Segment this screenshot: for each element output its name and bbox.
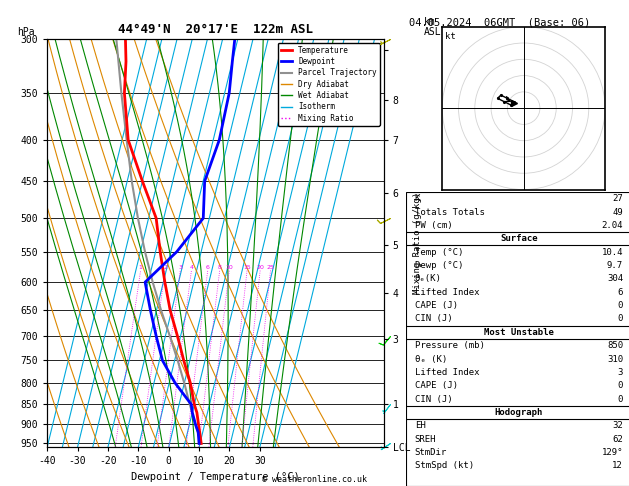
Text: 12: 12: [613, 461, 623, 470]
Title: 44°49'N  20°17'E  122m ASL: 44°49'N 20°17'E 122m ASL: [118, 23, 313, 36]
Text: θₑ(K): θₑ(K): [415, 274, 442, 283]
Text: Most Unstable: Most Unstable: [484, 328, 554, 337]
Text: Temp (°C): Temp (°C): [415, 247, 463, 257]
Text: 0: 0: [618, 314, 623, 324]
Text: CIN (J): CIN (J): [415, 314, 452, 324]
X-axis label: Dewpoint / Temperature (°C): Dewpoint / Temperature (°C): [131, 472, 300, 482]
Text: CAPE (J): CAPE (J): [415, 381, 458, 390]
Text: © weatheronline.co.uk: © weatheronline.co.uk: [262, 474, 367, 484]
Text: 9.7: 9.7: [607, 261, 623, 270]
Text: 3: 3: [618, 368, 623, 377]
Text: 0: 0: [618, 301, 623, 310]
Text: Pressure (mb): Pressure (mb): [415, 341, 484, 350]
Text: 10.4: 10.4: [601, 247, 623, 257]
Text: 10: 10: [225, 265, 233, 270]
Text: 49: 49: [613, 208, 623, 217]
Text: EH: EH: [415, 421, 425, 431]
Text: 25: 25: [267, 265, 274, 270]
Text: 04.05.2024  06GMT  (Base: 06): 04.05.2024 06GMT (Base: 06): [409, 17, 590, 27]
Text: StmSpd (kt): StmSpd (kt): [415, 461, 474, 470]
Text: hPa: hPa: [17, 27, 35, 37]
Text: Surface: Surface: [500, 234, 538, 243]
Text: 0: 0: [618, 395, 623, 404]
Text: 2: 2: [163, 265, 167, 270]
Text: 3: 3: [178, 265, 182, 270]
Y-axis label: Mixing Ratio (g/kg): Mixing Ratio (g/kg): [413, 192, 422, 294]
Text: Hodograph: Hodograph: [495, 408, 543, 417]
Text: 129°: 129°: [601, 448, 623, 457]
Text: 2.04: 2.04: [601, 221, 623, 230]
Text: 850: 850: [607, 341, 623, 350]
Text: SREH: SREH: [415, 434, 437, 444]
Text: 62: 62: [613, 434, 623, 444]
Text: 304: 304: [607, 274, 623, 283]
Text: 6: 6: [618, 288, 623, 297]
Text: CAPE (J): CAPE (J): [415, 301, 458, 310]
Text: 8: 8: [218, 265, 221, 270]
Text: km
ASL: km ASL: [424, 17, 442, 37]
Text: 0: 0: [618, 381, 623, 390]
Text: Lifted Index: Lifted Index: [415, 288, 479, 297]
Text: 20: 20: [256, 265, 264, 270]
Text: PW (cm): PW (cm): [415, 221, 452, 230]
Text: Dewp (°C): Dewp (°C): [415, 261, 463, 270]
Text: Lifted Index: Lifted Index: [415, 368, 479, 377]
Text: CIN (J): CIN (J): [415, 395, 452, 404]
Text: 1: 1: [138, 265, 143, 270]
Text: K: K: [415, 194, 420, 203]
Text: StmDir: StmDir: [415, 448, 447, 457]
Text: Totals Totals: Totals Totals: [415, 208, 484, 217]
Text: 6: 6: [206, 265, 209, 270]
Text: 27: 27: [613, 194, 623, 203]
Text: kt: kt: [445, 32, 456, 41]
Text: 310: 310: [607, 354, 623, 364]
Text: 4: 4: [189, 265, 194, 270]
Text: θₑ (K): θₑ (K): [415, 354, 447, 364]
Text: 15: 15: [243, 265, 251, 270]
Text: 32: 32: [613, 421, 623, 431]
Legend: Temperature, Dewpoint, Parcel Trajectory, Dry Adiabat, Wet Adiabat, Isotherm, Mi: Temperature, Dewpoint, Parcel Trajectory…: [277, 43, 380, 125]
